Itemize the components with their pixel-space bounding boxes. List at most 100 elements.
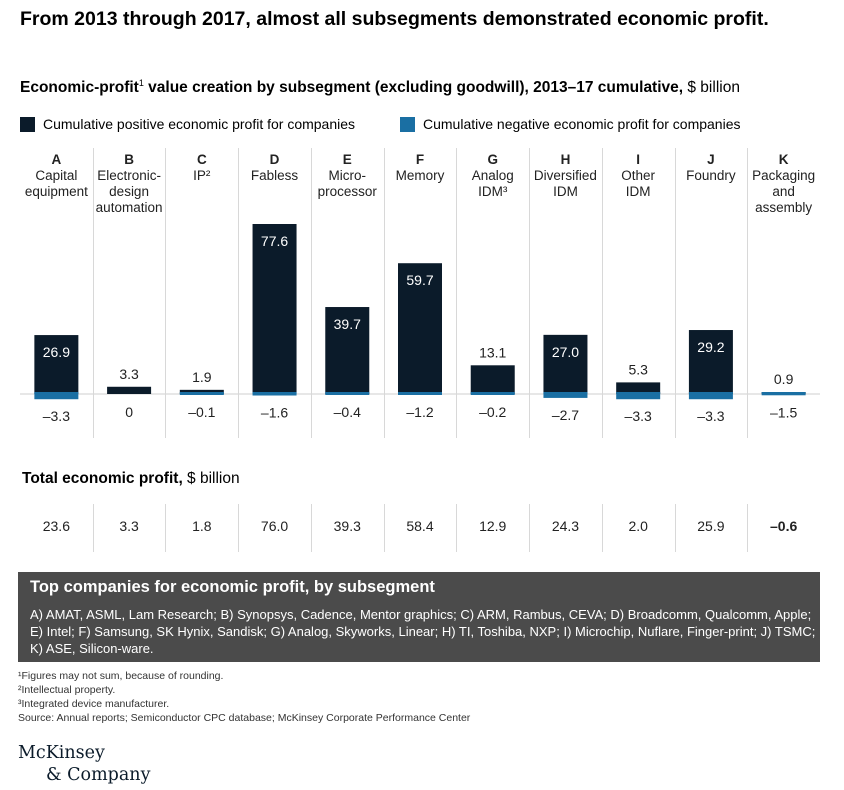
subtitle-bold: Economic-profit [20,79,139,97]
positive-bar [107,386,152,394]
positive-bar [252,224,297,394]
logo-line-2: & Company [46,765,151,785]
category-name-line: assembly [755,200,813,215]
chart-title: From 2013 through 2017, almost all subse… [20,8,769,30]
category-name-line: Packaging [752,168,816,183]
positive-bar [543,334,588,394]
legend-positive: Cumulative positive economic profit for … [20,116,355,132]
column-separator [747,148,749,438]
category-name-line: and [772,184,795,199]
positive-bar [688,330,733,394]
subtitle-sup: 1 [138,78,144,88]
category-name-line: IDM [625,184,651,199]
negative-bar [398,392,442,395]
negative-bar [252,392,297,396]
total-value: 12.9 [479,518,507,534]
category-letter: G [487,152,498,167]
negative-bar [179,392,224,395]
positive-bar [179,389,224,394]
legend-negative-swatch [400,116,415,132]
negative-bar [325,392,370,395]
totals-separator [456,504,458,552]
negative-value-label: –0.1 [188,404,215,420]
totals-row: 23.6 3.3 1.8 76.0 39.3 58.4 12.9 24.3 2.0 25.9 –0.… [20,504,820,552]
totals-separator [92,504,94,552]
positive-value-label: 1.9 [192,369,212,385]
column-separator [456,148,458,438]
companies-text: A) AMAT, ASML, Lam Research; B) Synopsys… [30,607,816,656]
category-header: A Capital equipment [20,152,93,200]
column-separator [529,148,531,438]
negative-bar [616,392,661,400]
column-separator [92,148,94,438]
legend-positive-swatch [20,116,35,132]
category-name-line: Other [621,168,656,183]
negative-bar [470,392,515,395]
positive-value-label: 29.2 [697,339,724,355]
positive-bar [616,382,661,394]
category-name-line: Diversified [533,168,597,183]
negative-value-label: –2.7 [552,407,579,423]
category-header: I Other IDM [602,152,675,200]
total-value: 23.6 [42,518,70,534]
category-letter: K [778,152,789,167]
total-value: 76.0 [260,518,289,534]
column-separator [601,148,603,438]
companies-title: Top companies for economic profit, by su… [30,578,435,596]
negative-value-label: –1.2 [406,404,433,420]
positive-value-label: 0.9 [774,371,794,387]
category-name-line: Foundry [686,168,736,183]
negative-value-label: –0.2 [479,404,506,420]
totals-separator [747,504,749,552]
category-letter: I [636,152,641,167]
category-name-line: processor [317,184,377,199]
total-value: 39.3 [333,518,361,534]
category-letter: A [51,152,62,167]
legend-positive-label: Cumulative positive economic profit for … [43,116,356,132]
negative-value-label: –3.3 [697,408,724,424]
category-name-line: Electronic- [97,168,161,183]
category-name-line: automation [95,200,163,215]
totals-separator [674,504,676,552]
category-name-line: Memory [395,168,445,183]
column-separator [165,148,167,438]
category-header: J Foundry [675,152,748,184]
positive-bar [34,335,79,394]
category-name-line: IDM³ [478,184,508,199]
totals-unit: $ billion [182,470,240,487]
category-name-line: Fabless [250,168,299,183]
chart-subtitle: Economic-profit1 value creation by subse… [20,78,740,97]
positive-bar [325,307,370,394]
positive-value-label: 77.6 [261,233,288,249]
totals-title: Total economic profit, [22,470,183,487]
category-letter: H [560,152,571,167]
totals-separator [383,504,385,552]
footnote-source: Source: Annual reports; Semiconductor CP… [18,712,471,724]
column-separator [674,148,676,438]
total-value: 3.3 [119,518,139,534]
category-name-line: Analog [471,168,514,183]
category-header: F Memory [384,152,457,184]
positive-value-label: 39.7 [334,316,361,332]
positive-value-label: 5.3 [628,361,648,377]
total-value: 1.8 [192,518,212,534]
column-separator [383,148,385,438]
category-name-line: equipment [24,184,88,199]
positive-bar [470,365,515,394]
footnote-1: ¹Figures may not sum, because of roundin… [18,670,224,682]
total-value: 24.3 [551,518,580,534]
negative-value-label: –0.4 [334,404,361,420]
totals-separator [529,504,531,552]
column-separator [310,148,312,438]
subtitle-unit: $ billion [683,79,740,97]
category-letter: J [707,152,715,167]
category-header: E Micro-processor [311,152,384,200]
totals-separator [165,504,167,552]
category-letter: F [415,152,425,167]
category-name-line: IDM [553,184,578,199]
category-letter: C [196,152,207,167]
totals-separator [601,504,603,552]
positive-value-label: 27.0 [552,344,579,360]
category-letter: D [269,152,280,167]
totals-heading: Total economic profit, $ billion [22,470,240,488]
